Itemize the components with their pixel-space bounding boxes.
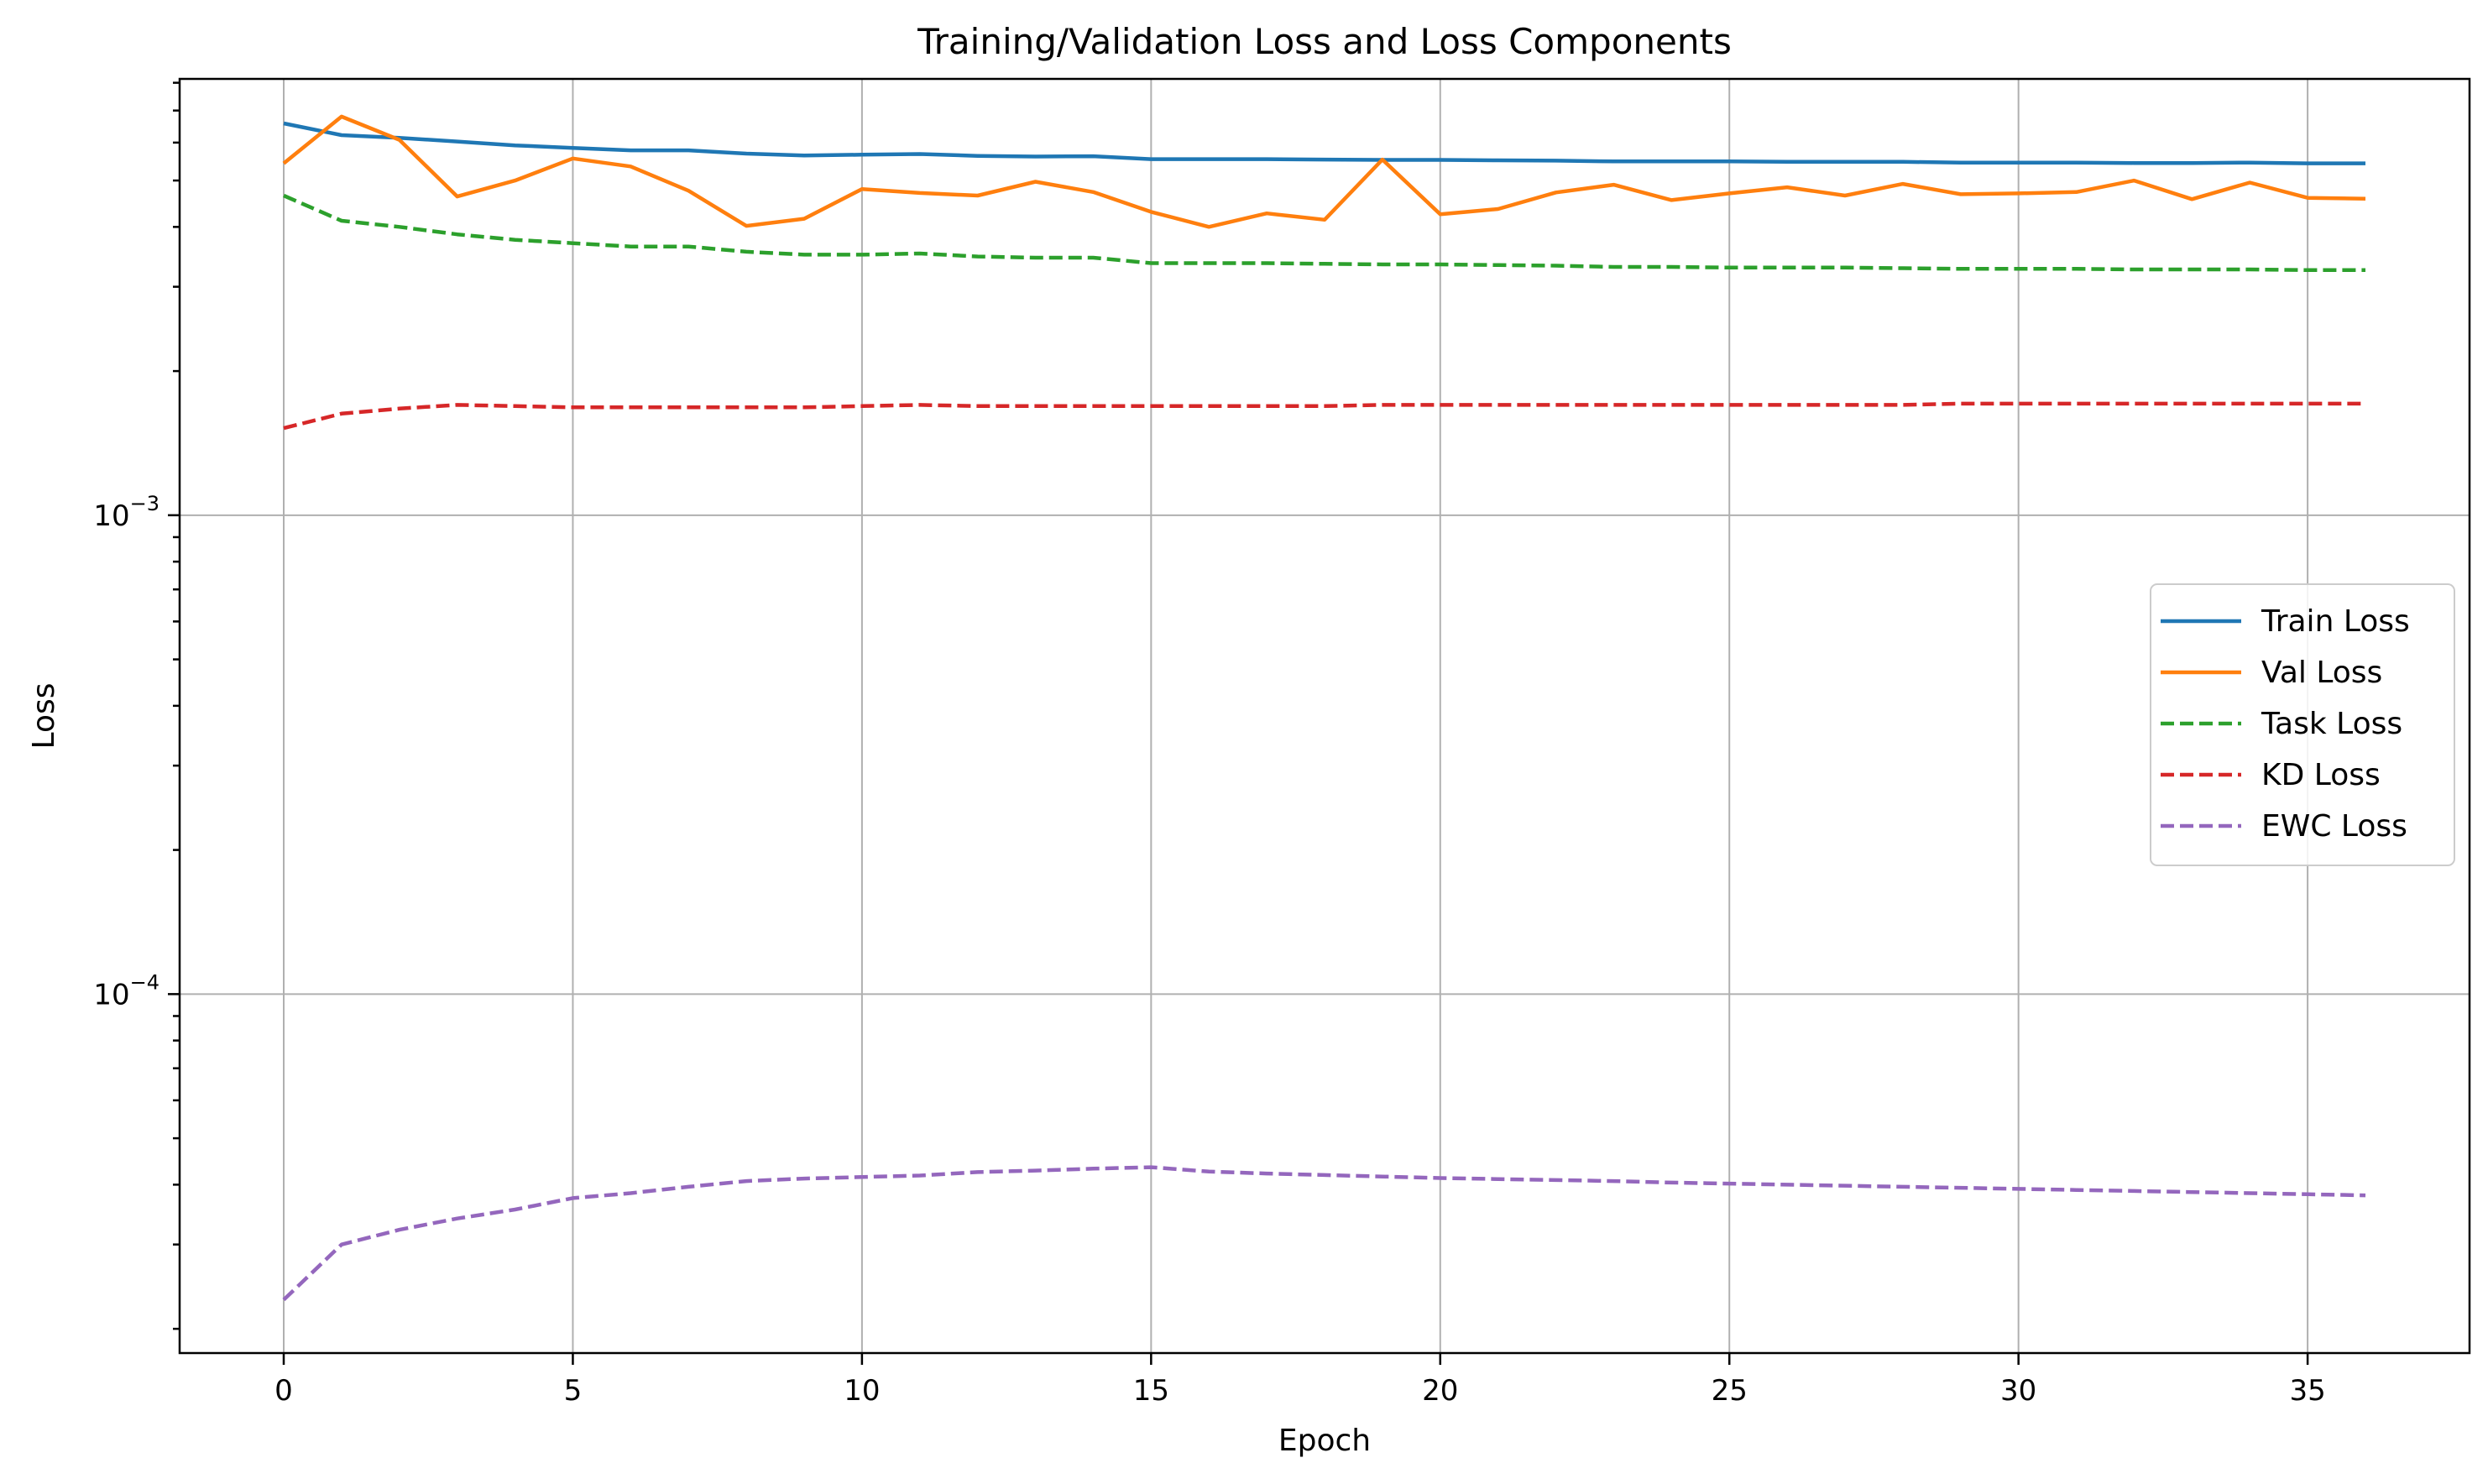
y-axis-label: Loss xyxy=(27,683,61,750)
y-tick-label: 10−4 xyxy=(93,970,159,1011)
plot-frame xyxy=(178,77,2471,1355)
series-line-kd-loss xyxy=(283,401,2365,431)
legend: Train Loss Val Loss Task Loss KD Loss EWC Lo… xyxy=(2150,583,2455,866)
legend-label: EWC Loss xyxy=(2261,809,2407,844)
grid xyxy=(180,79,2470,1353)
chart-title: Training/Validation Loss and Loss Compon… xyxy=(917,21,1732,62)
y-axis: 10−3 10−4 xyxy=(93,81,180,1330)
series-line-val-loss xyxy=(282,114,2366,229)
series-line-ewc-loss xyxy=(282,1165,2366,1302)
x-tick-label: 0 xyxy=(274,1374,293,1408)
x-axis-label: Epoch xyxy=(1278,1424,1371,1458)
x-tick-label: 15 xyxy=(1133,1374,1169,1408)
legend-label: KD Loss xyxy=(2261,758,2381,792)
x-tick-label: 30 xyxy=(2000,1374,2036,1408)
x-axis: 0 5 10 15 20 25 30 35 xyxy=(274,1353,2326,1408)
legend-box xyxy=(2150,583,2455,866)
series-line-train-loss xyxy=(283,121,2365,165)
series-line-task-loss xyxy=(283,193,2365,273)
legend-label: Task Loss xyxy=(2261,707,2402,741)
x-tick-label: 5 xyxy=(564,1374,583,1408)
x-tick-label: 25 xyxy=(1712,1374,1748,1408)
y-tick-label: 10−3 xyxy=(93,492,159,533)
x-tick-label: 10 xyxy=(844,1374,880,1408)
series-lines xyxy=(282,114,2366,1302)
legend-label: Val Loss xyxy=(2261,656,2382,690)
x-tick-label: 35 xyxy=(2289,1374,2325,1408)
x-tick-label: 20 xyxy=(1422,1374,1458,1408)
legend-label: Train Loss xyxy=(2261,604,2410,639)
